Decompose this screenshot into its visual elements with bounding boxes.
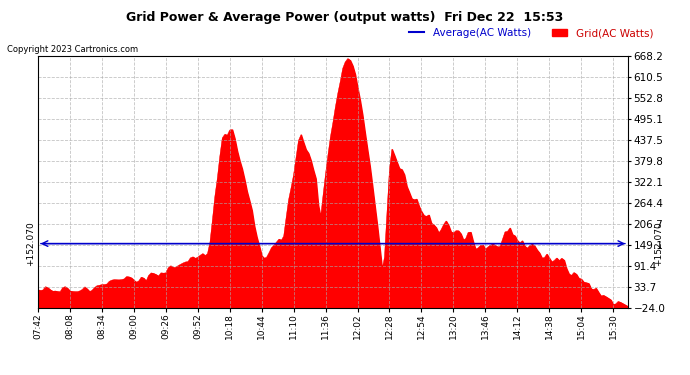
Legend: Average(AC Watts), Grid(AC Watts): Average(AC Watts), Grid(AC Watts) bbox=[404, 24, 657, 42]
Text: +152.070: +152.070 bbox=[654, 221, 664, 266]
Text: Copyright 2023 Cartronics.com: Copyright 2023 Cartronics.com bbox=[7, 45, 138, 54]
Text: Grid Power & Average Power (output watts)  Fri Dec 22  15:53: Grid Power & Average Power (output watts… bbox=[126, 11, 564, 24]
Text: +152.070: +152.070 bbox=[26, 221, 36, 266]
